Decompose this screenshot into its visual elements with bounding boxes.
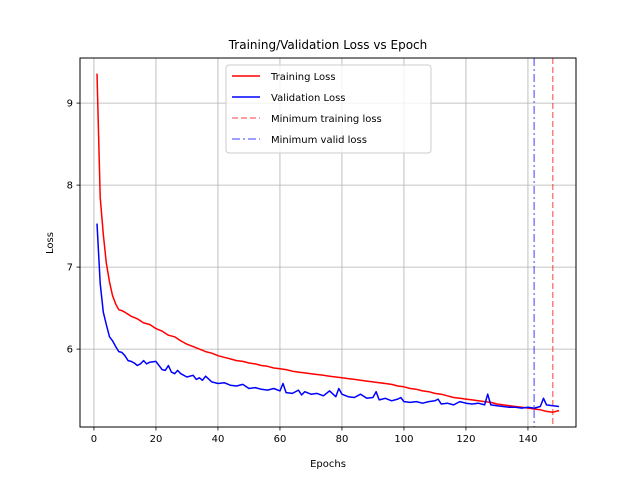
legend-label: Training Loss <box>270 72 336 83</box>
y-tick-label: 7 <box>67 263 73 274</box>
y-tick-label: 6 <box>67 345 73 356</box>
x-tick-label: 60 <box>274 434 287 445</box>
y-tick-label: 8 <box>67 181 73 192</box>
x-ticks: 0 20 40 60 80 100 120 140 <box>91 427 537 445</box>
x-tick-label: 0 <box>91 434 97 445</box>
validation-loss-line <box>96 223 560 409</box>
training-loss-line <box>96 73 560 413</box>
x-tick-label: 140 <box>518 434 537 445</box>
legend-label: Minimum training loss <box>271 114 382 125</box>
reference-lines <box>533 58 554 427</box>
y-ticks: 6 7 8 9 <box>67 99 80 356</box>
x-tick-label: 100 <box>394 434 413 445</box>
grid <box>80 58 576 427</box>
legend-label: Validation Loss <box>271 93 346 104</box>
legend-box <box>225 64 432 154</box>
x-tick-label: 20 <box>150 434 163 445</box>
chart-title: Training/Validation Loss vs Epoch <box>228 38 428 52</box>
legend-label: Minimum valid loss <box>271 135 367 146</box>
y-axis-label: Loss <box>45 232 56 254</box>
plot-frame <box>79 57 577 428</box>
x-tick-label: 80 <box>336 434 349 445</box>
y-tick-label: 9 <box>67 99 73 110</box>
x-tick-label: 40 <box>212 434 225 445</box>
series-lines <box>96 73 560 413</box>
x-tick-label: 120 <box>456 434 475 445</box>
legend: Training Loss Validation Loss Minimum trai… <box>225 64 432 154</box>
x-axis-label: Epochs <box>310 459 346 470</box>
